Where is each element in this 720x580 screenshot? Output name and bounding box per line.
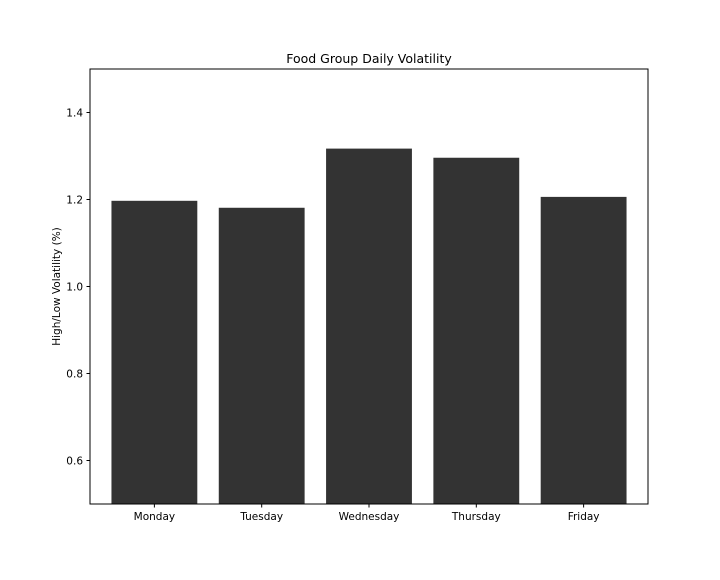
y-tick-label: 1.2 bbox=[66, 195, 83, 207]
x-axis: Monday Tuesday Wednesday Thursday Friday bbox=[134, 504, 600, 523]
y-tick-label: 1.0 bbox=[66, 282, 83, 294]
y-axis-label: High/Low Volatility (%) bbox=[51, 227, 63, 346]
bar-wednesday bbox=[326, 148, 412, 505]
y-tick-label: 0.6 bbox=[66, 456, 83, 468]
bar-tuesday bbox=[218, 207, 305, 504]
x-tick-label: Monday bbox=[134, 511, 175, 523]
y-axis: 0.6 0.8 1.0 1.2 1.4 bbox=[66, 108, 90, 468]
y-tick-label: 1.4 bbox=[66, 108, 83, 120]
bar-thursday bbox=[433, 157, 520, 505]
chart-title: Food Group Daily Volatility bbox=[286, 51, 452, 66]
x-tick-label: Wednesday bbox=[339, 511, 400, 523]
bars-layer bbox=[111, 148, 627, 505]
x-tick-label: Thursday bbox=[451, 511, 501, 523]
bar-friday bbox=[540, 196, 627, 504]
y-tick-label: 0.8 bbox=[66, 369, 83, 381]
x-tick-label: Friday bbox=[568, 511, 600, 523]
x-tick-label: Tuesday bbox=[239, 511, 283, 523]
bar-monday bbox=[111, 200, 198, 504]
